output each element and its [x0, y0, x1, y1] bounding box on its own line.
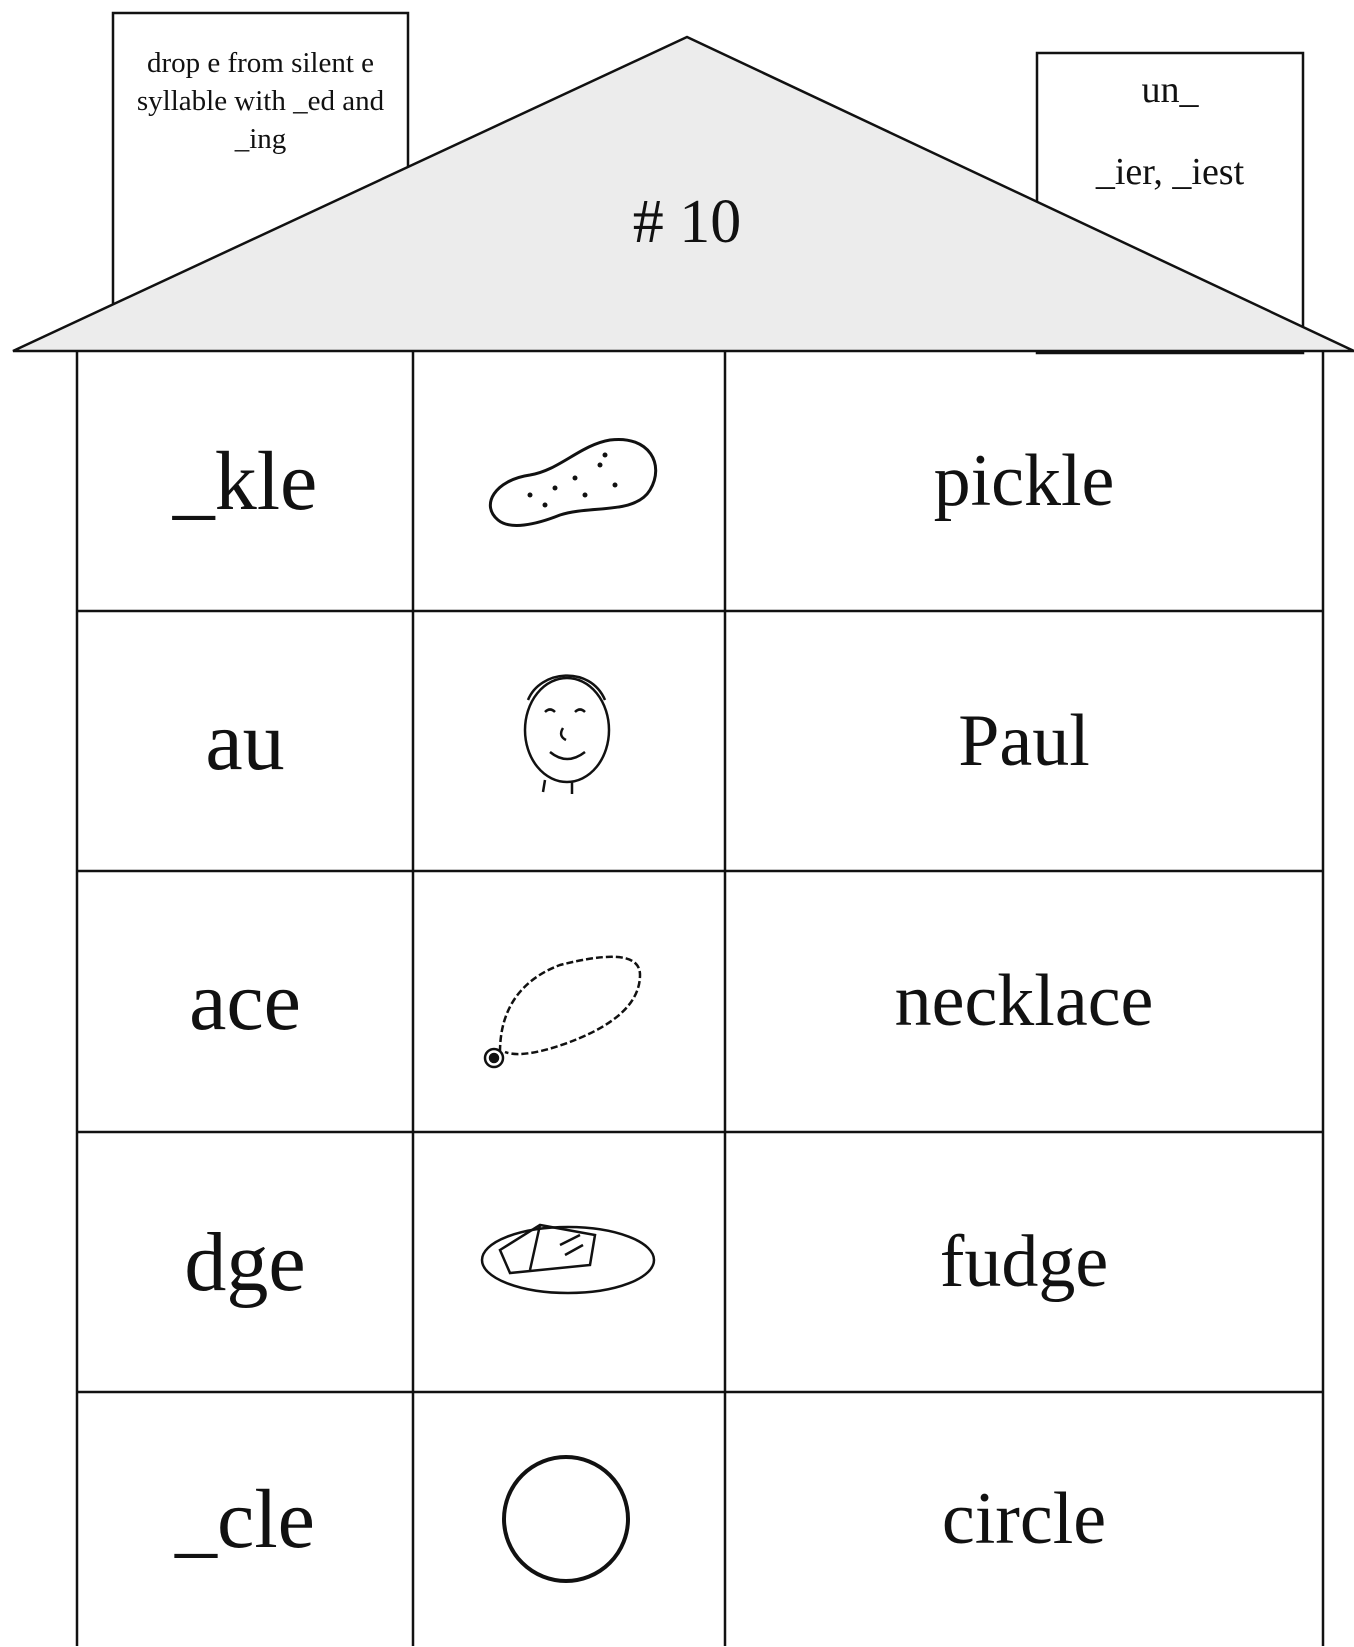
spelling-pattern: _cle — [175, 1473, 315, 1566]
face-picture — [523, 674, 611, 794]
necklace-picture — [483, 955, 642, 1069]
example-word: Paul — [958, 699, 1090, 782]
left-chimney-text: drop e from silent e syllable with _ed a… — [136, 47, 385, 155]
fudge-picture — [480, 1223, 656, 1295]
example-word: fudge — [939, 1220, 1109, 1303]
pickle-picture — [488, 437, 658, 527]
table-grid — [75, 351, 1325, 1646]
right-chimney-line: _ier, _iest — [1095, 151, 1245, 193]
spelling-pattern: ace — [189, 955, 301, 1048]
spelling-pattern: dge — [184, 1215, 306, 1309]
example-word: pickle — [933, 439, 1115, 522]
example-word: circle — [941, 1478, 1107, 1560]
circle-picture — [502, 1455, 630, 1583]
spelling-pattern: au — [205, 694, 285, 788]
right-chimney-line: un_ — [1141, 69, 1199, 111]
example-word: necklace — [894, 960, 1154, 1042]
roof — [12, 35, 1354, 353]
spelling-pattern: _kle — [172, 434, 318, 528]
roof-title: # 10 — [632, 188, 742, 256]
